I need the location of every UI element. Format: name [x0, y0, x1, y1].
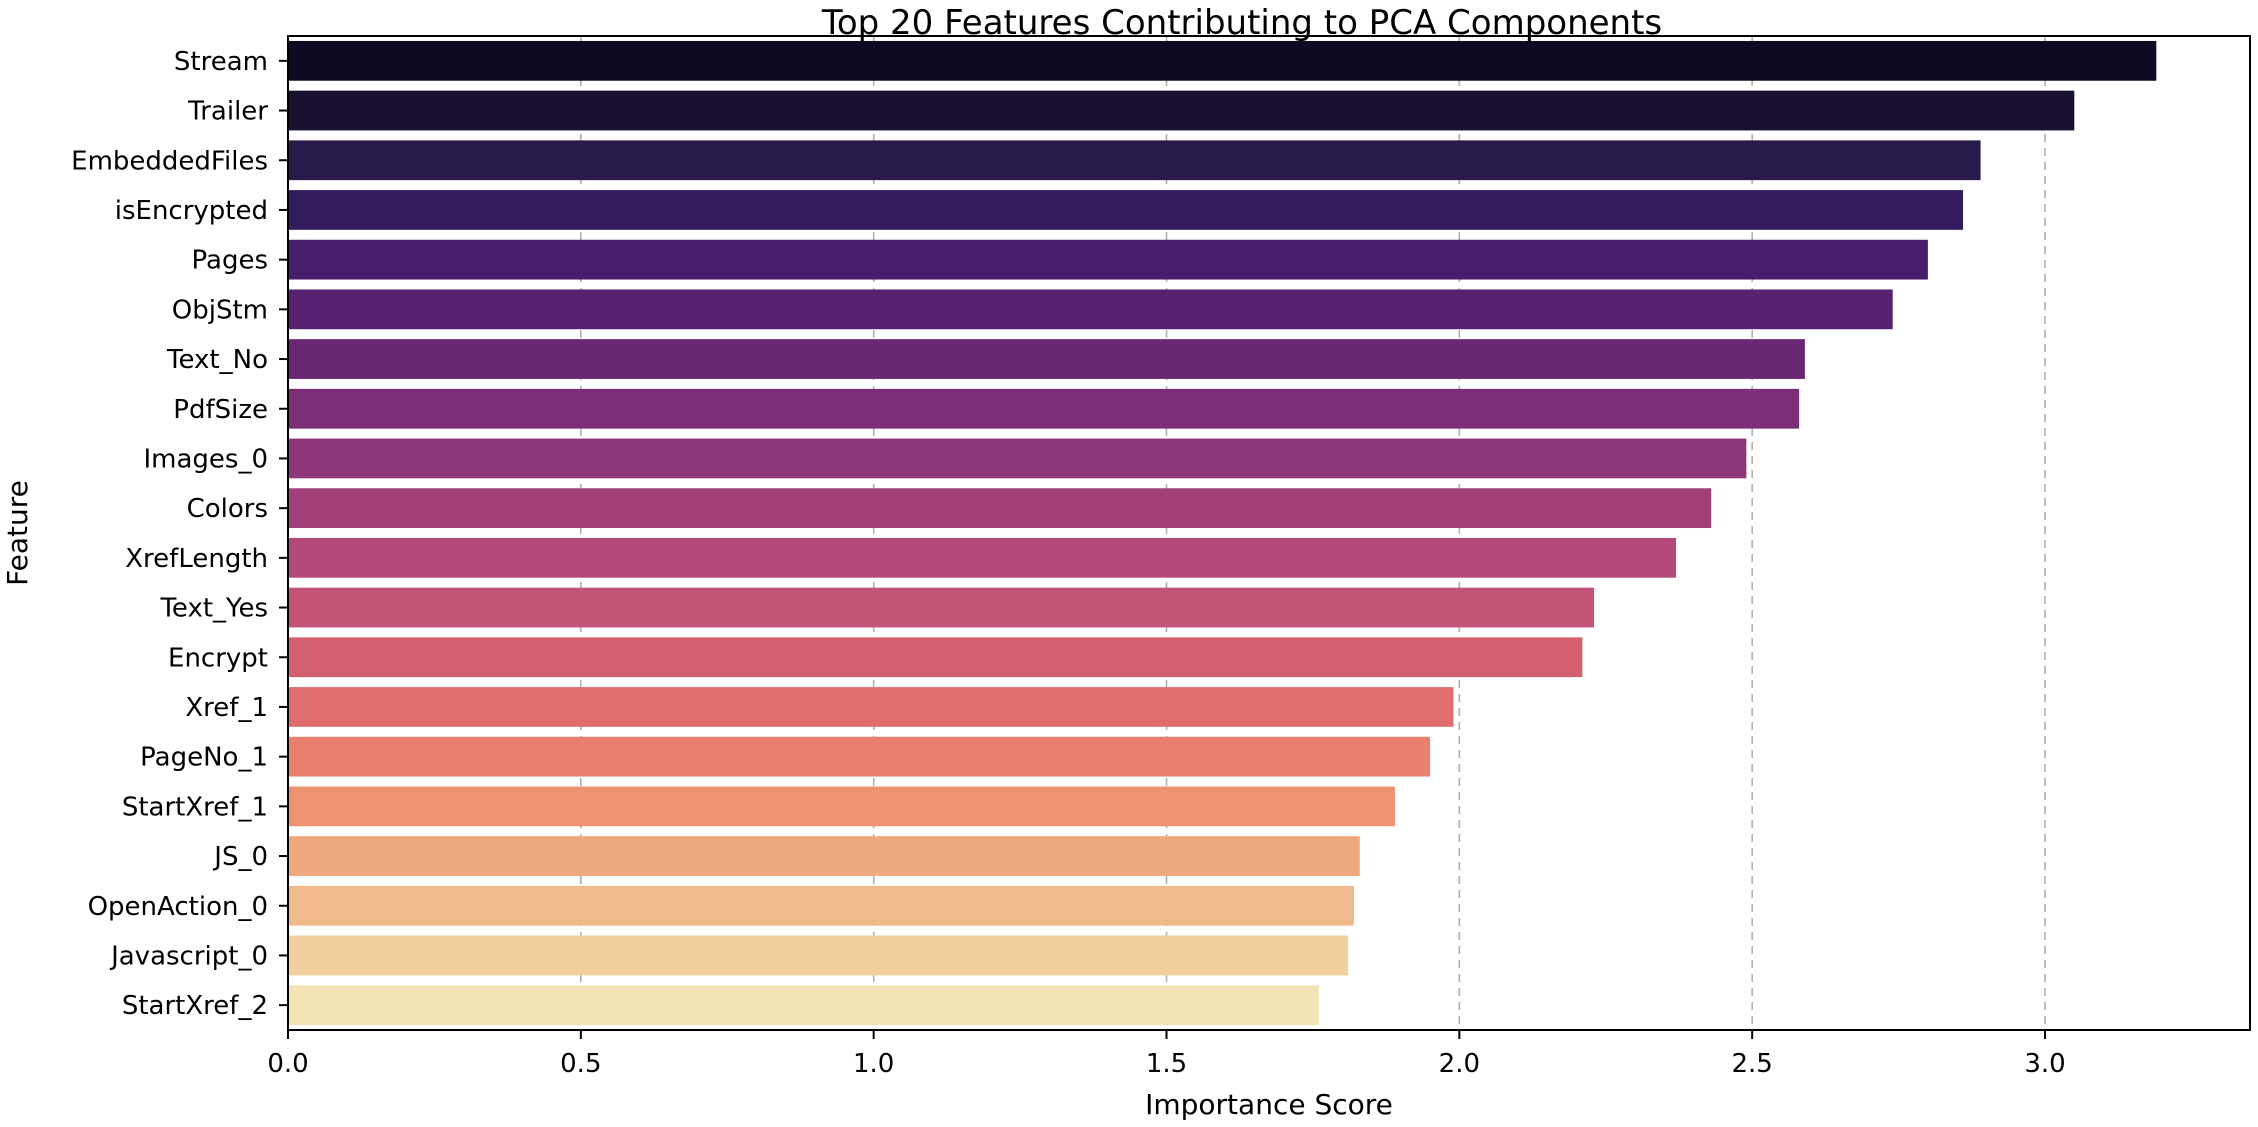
x-tick-label: 0.5 — [560, 1049, 601, 1079]
y-category-labels: Stream Trailer EmbeddedFiles isEncrypted Pag… — [71, 47, 288, 1021]
bar-startxref-1 — [288, 786, 1395, 827]
bar-js-0 — [288, 836, 1360, 876]
bar-trailer — [288, 90, 2075, 131]
y-tick-label: OpenAction_0 — [88, 892, 268, 922]
y-tick-label: StartXref_2 — [122, 991, 268, 1021]
x-tick-label: 2.0 — [1439, 1049, 1480, 1079]
x-tick-label: 1.0 — [853, 1049, 894, 1079]
bar-javascript-0 — [288, 935, 1349, 976]
bar-stream — [288, 40, 2157, 81]
y-tick-label: Images_0 — [143, 444, 268, 474]
y-axis-label: Feature — [1, 480, 34, 586]
y-tick-label: Encrypt — [168, 643, 268, 673]
bars — [288, 40, 2157, 1026]
bar-startxref-2 — [288, 985, 1319, 1026]
bar-encrypt — [288, 637, 1583, 678]
bar-images-0 — [288, 438, 1747, 479]
bar-pageno-1 — [288, 736, 1431, 777]
bar-pages — [288, 239, 1928, 280]
x-tick-label: 1.5 — [1146, 1049, 1187, 1079]
bar-colors — [288, 488, 1712, 529]
x-axis-label: Importance Score — [1145, 1088, 1393, 1121]
y-tick-label: PdfSize — [173, 395, 268, 425]
y-tick-label: Javascript_0 — [109, 941, 268, 971]
y-tick-label: JS_0 — [212, 842, 268, 872]
y-tick-label: Trailer — [187, 97, 268, 127]
x-tick-label: 2.5 — [1731, 1049, 1772, 1079]
y-tick-label: EmbeddedFiles — [71, 146, 268, 176]
bar-openaction-0 — [288, 885, 1354, 926]
x-ticks: 0.0 0.5 1.0 1.5 2.0 2.5 3.0 — [267, 1030, 2066, 1079]
y-tick-label: Text_No — [166, 345, 268, 375]
plot-frame — [287, 35, 2251, 1031]
y-tick-label: Xref_1 — [185, 693, 268, 723]
y-tick-label: isEncrypted — [115, 196, 268, 226]
y-tick-label: Colors — [187, 494, 268, 524]
x-tick-label: 0.0 — [267, 1049, 308, 1079]
bar-pdfsize — [288, 388, 1800, 429]
bar-isencrypted — [288, 190, 1964, 230]
y-tick-label: XrefLength — [125, 544, 268, 574]
x-tick-label: 3.0 — [2024, 1049, 2065, 1079]
y-tick-label: StartXref_1 — [122, 792, 268, 822]
bar-xreflength — [288, 537, 1677, 578]
bar-objstm — [288, 289, 1893, 330]
bar-xref-1 — [288, 687, 1454, 727]
bar-embeddedfiles — [288, 140, 1981, 181]
y-tick-label: Pages — [192, 246, 269, 276]
y-tick-label: Stream — [174, 47, 268, 77]
bar-text-no — [288, 339, 1805, 379]
y-tick-label: PageNo_1 — [140, 743, 268, 773]
bar-text-yes — [288, 587, 1595, 628]
y-tick-label: Text_Yes — [159, 594, 268, 624]
y-tick-label: ObjStm — [172, 295, 268, 325]
